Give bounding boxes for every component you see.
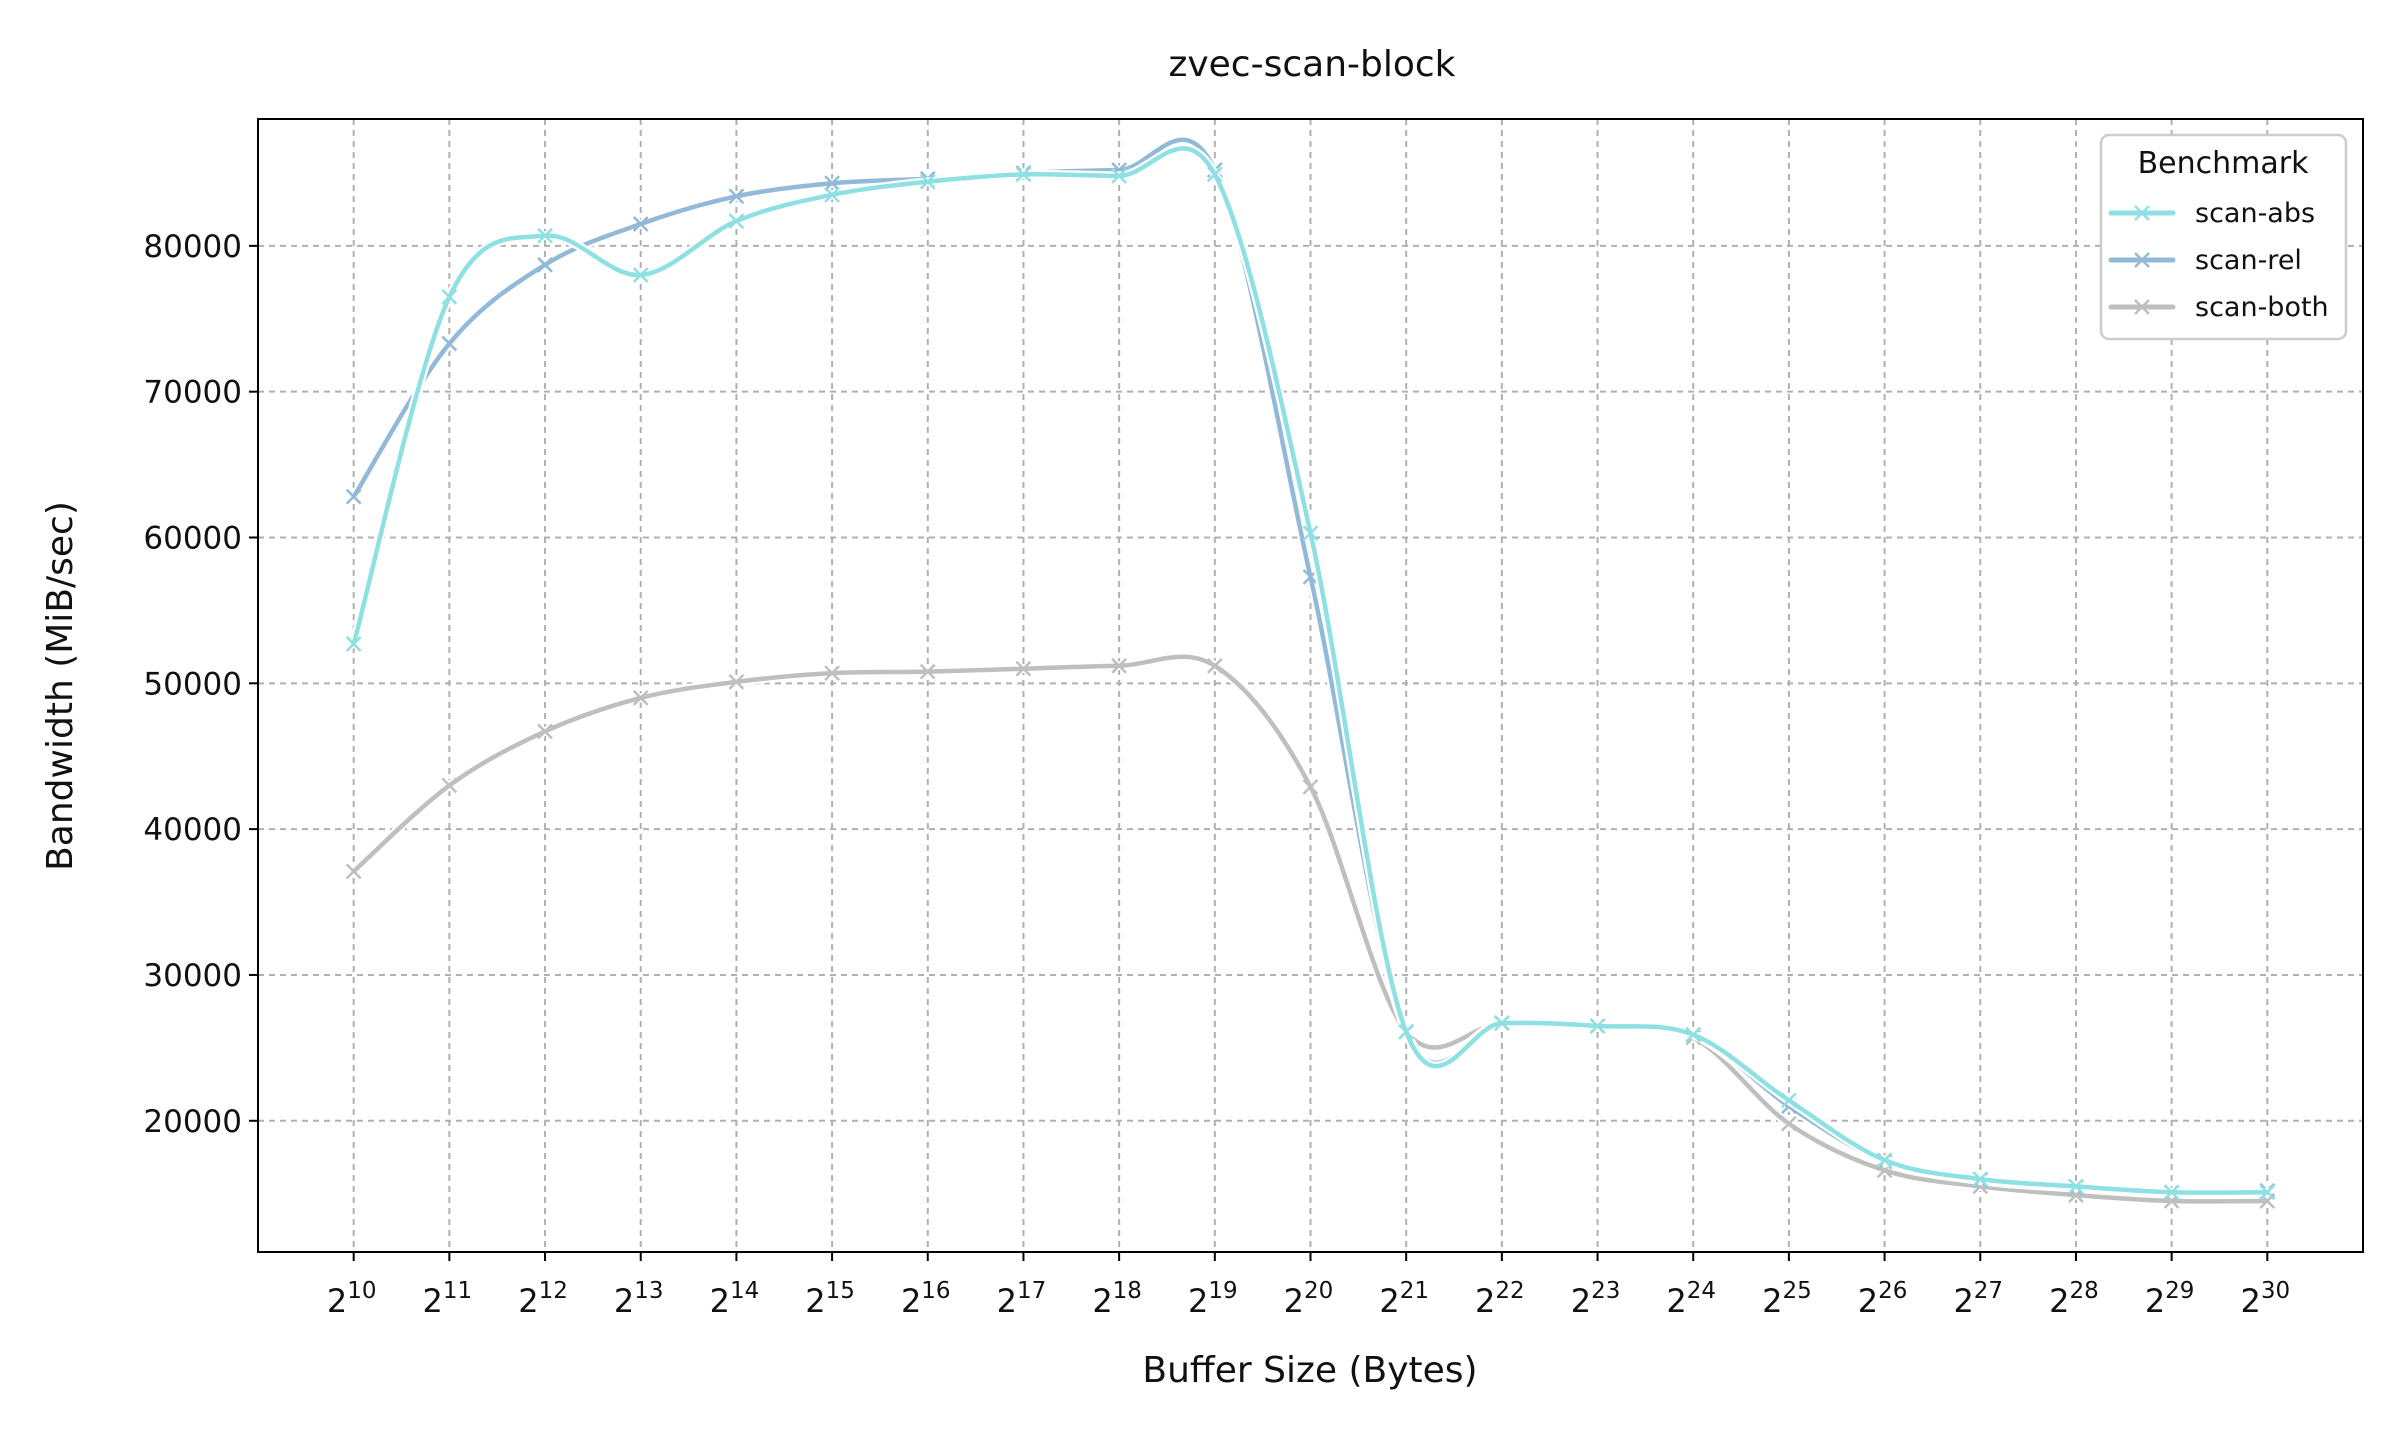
x-tick-label: 213 [614, 1278, 664, 1320]
legend-entries: scan-abs scan-rel scan-both [2108, 198, 2329, 323]
x-tick-label: 215 [805, 1278, 855, 1320]
legend-marker [2134, 299, 2150, 315]
data-point [1206, 657, 1223, 674]
series-scan-abs [345, 143, 2276, 1201]
data-point [824, 175, 840, 192]
x-tick-label: 223 [1571, 1278, 1621, 1320]
legend-marker [2134, 252, 2150, 268]
x-tick-label: 210 [327, 1278, 377, 1320]
y-tick-label: 40000 [143, 812, 242, 848]
data-point [345, 488, 362, 505]
data-point [537, 227, 553, 244]
legend-entry: scan-rel [2108, 245, 2302, 276]
data-point [441, 335, 458, 352]
grid [258, 119, 2363, 1252]
data-point [919, 663, 936, 680]
x-tick-label: 218 [1092, 1278, 1142, 1320]
data-point [537, 256, 553, 273]
chart-title: zvec-scan-block [1168, 44, 1455, 85]
data-point [1972, 1171, 1989, 1187]
data-point [345, 636, 362, 652]
legend-label: scan-both [2195, 292, 2329, 323]
data-point [537, 723, 553, 740]
data-point [632, 216, 649, 232]
x-tick-label: 229 [2145, 1278, 2195, 1320]
data-point [441, 289, 458, 305]
legend-label: scan-rel [2195, 245, 2302, 276]
x-tick-label: 228 [2049, 1278, 2099, 1320]
x-tick-label: 230 [2240, 1278, 2290, 1320]
y-tick-label: 60000 [143, 520, 242, 556]
y-tick-label: 30000 [143, 958, 242, 994]
data-point [824, 665, 840, 681]
x-tick-label: 219 [1188, 1278, 1238, 1320]
data-point [1493, 1015, 1510, 1031]
data-point [728, 673, 745, 690]
y-tick-label: 70000 [143, 375, 242, 411]
data-point [728, 213, 745, 229]
data-point [1302, 525, 1319, 542]
legend-title: Benchmark [2138, 146, 2310, 181]
legend-entry: scan-both [2108, 292, 2329, 323]
x-tick-label: 221 [1379, 1278, 1429, 1320]
data-point [1015, 166, 1032, 183]
x-tick-label: 227 [1953, 1278, 2003, 1320]
x-tick-label: 222 [1475, 1278, 1525, 1320]
x-tick-label: 226 [1858, 1278, 1908, 1320]
data-point [632, 690, 649, 706]
y-tick-label: 80000 [143, 229, 242, 265]
x-tick-label: 217 [997, 1278, 1047, 1320]
data-point [2259, 1184, 2276, 1201]
legend-box [2099, 133, 2348, 341]
plot-frame [257, 118, 2364, 1253]
x-axis-label: Buffer Size (Bytes) [1142, 1350, 1477, 1391]
x-tick-label: 220 [1284, 1278, 1334, 1320]
x-tick-label: 216 [901, 1278, 951, 1320]
series-group [345, 135, 2276, 1209]
legend: Benchmark scan-abs scan-rel scan-both [2099, 133, 2348, 341]
data-point [632, 267, 649, 283]
data-point [1398, 1023, 1415, 1040]
data-point [919, 173, 936, 190]
data-point [441, 777, 458, 794]
legend-label: scan-abs [2195, 198, 2315, 229]
data-point [1876, 1152, 1893, 1169]
data-point [1111, 657, 1128, 674]
legend-entry: scan-abs [2108, 198, 2315, 229]
x-tick-label: 225 [1762, 1278, 1812, 1320]
data-point [1015, 660, 1032, 677]
axis-ticks: 210 211 212 213 214 215 216 217 218 219 220 221 222 2… [143, 229, 2290, 1320]
series-line [351, 654, 2270, 1204]
data-point [1685, 1026, 1702, 1043]
data-point [1302, 778, 1319, 795]
data-point [728, 188, 745, 205]
data-point [2068, 1178, 2084, 1195]
x-tick-label: 211 [423, 1278, 473, 1320]
x-tick-label: 214 [710, 1278, 760, 1320]
data-point [1781, 1115, 1797, 1132]
y-axis-label: Bandwidth (MiB/sec) [40, 501, 81, 871]
data-point [345, 863, 362, 880]
x-tick-label: 212 [518, 1278, 568, 1320]
y-tick-label: 20000 [143, 1104, 242, 1140]
data-point [824, 186, 840, 203]
data-point [1111, 167, 1128, 184]
legend-marker [2134, 205, 2150, 221]
x-tick-label: 224 [1666, 1278, 1716, 1320]
data-point [1589, 1018, 1606, 1034]
data-point [1781, 1092, 1797, 1109]
data-point [2163, 1184, 2180, 1201]
y-tick-label: 50000 [143, 666, 242, 702]
data-point [1206, 166, 1223, 183]
